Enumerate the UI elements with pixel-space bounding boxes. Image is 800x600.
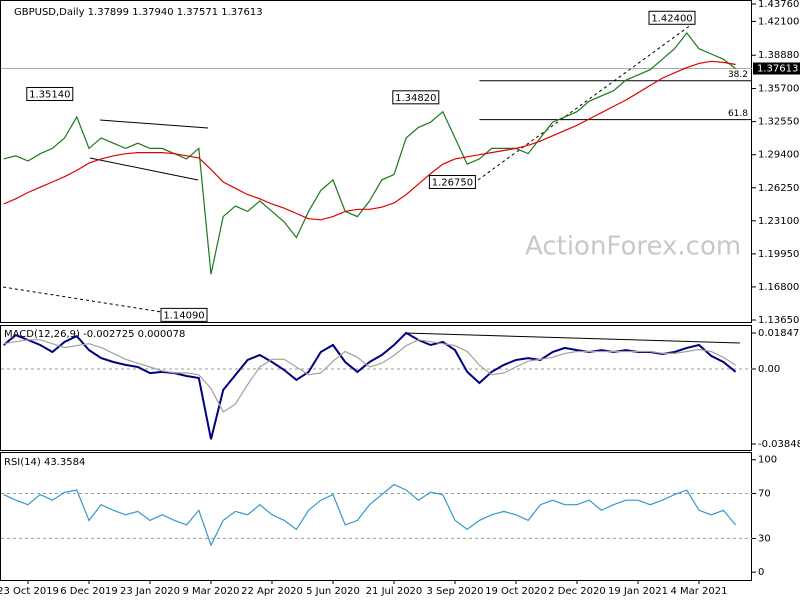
x-tick-label: 19 Oct 2020 bbox=[485, 586, 547, 597]
annotation-box bbox=[160, 307, 208, 322]
trendline bbox=[477, 21, 696, 181]
y-tick-label: 1.13650 bbox=[758, 315, 799, 326]
y-tick-label: 1.26250 bbox=[758, 183, 799, 194]
annotation-label: 1.34820 bbox=[395, 93, 436, 104]
x-tick-label: 22 Apr 2020 bbox=[241, 586, 303, 597]
last-price-label: 1.37613 bbox=[757, 64, 798, 75]
y-tick-label: 1.16800 bbox=[758, 282, 799, 293]
x-tick-label: 21 Jul 2020 bbox=[366, 586, 423, 597]
trendline bbox=[89, 157, 199, 181]
series-line bbox=[3, 339, 736, 413]
macd-title: MACD(12,26,9) -0.002725 0.000078 bbox=[4, 329, 185, 340]
trendline bbox=[404, 332, 741, 344]
fib-label: 61.8 bbox=[728, 109, 748, 119]
macd-panel bbox=[0, 325, 752, 451]
y-tick-label: 1.19950 bbox=[758, 249, 799, 260]
y-tick-label: 30 bbox=[758, 533, 771, 544]
annotation-box bbox=[648, 10, 696, 25]
y-tick-label: 1.29400 bbox=[758, 150, 799, 161]
chart-title: GBPUSD,Daily 1.37899 1.37940 1.37571 1.3… bbox=[14, 7, 263, 18]
y-tick-label: 1.23100 bbox=[758, 216, 799, 227]
annotation-label: 1.14090 bbox=[163, 310, 204, 321]
x-tick-label: 23 Jan 2020 bbox=[120, 586, 180, 597]
annotation-label: 1.42400 bbox=[651, 13, 692, 24]
y-tick-label: 1.35700 bbox=[758, 84, 799, 95]
x-tick-label: 9 Mar 2020 bbox=[182, 586, 239, 597]
trendline bbox=[99, 119, 209, 129]
annotation-label: 1.26750 bbox=[432, 178, 473, 189]
y-tick-label: 1.43760 bbox=[758, 0, 799, 10]
y-tick-label: 1.32550 bbox=[758, 117, 799, 128]
rsi-title: RSI(14) 43.3584 bbox=[4, 457, 85, 468]
y-tick-label: 1.38880 bbox=[758, 50, 799, 61]
y-tick-label: -0.038486 bbox=[758, 439, 800, 450]
price-panel bbox=[0, 0, 752, 323]
y-tick-label: 100 bbox=[758, 455, 777, 466]
y-tick-label: 0 bbox=[758, 567, 764, 578]
last-price-box bbox=[753, 62, 800, 75]
x-tick-label: 19 Jan 2021 bbox=[608, 586, 668, 597]
x-tick-label: 2 Dec 2020 bbox=[548, 586, 606, 597]
y-tick-label: 0.00 bbox=[758, 364, 780, 375]
x-tick-label: 6 Dec 2019 bbox=[60, 586, 118, 597]
watermark: ActionForex.com bbox=[525, 232, 741, 262]
x-tick-label: 5 Jun 2020 bbox=[306, 586, 360, 597]
annotation-box bbox=[428, 175, 476, 190]
series-line bbox=[3, 60, 736, 221]
annotation-box bbox=[26, 86, 74, 101]
annotation-box bbox=[392, 90, 440, 105]
rsi-panel bbox=[0, 452, 752, 581]
x-tick-label: 23 Oct 2019 bbox=[0, 586, 59, 597]
x-tick-label: 3 Sep 2020 bbox=[426, 586, 483, 597]
trendlines bbox=[2, 21, 741, 344]
x-tick-label: 4 Mar 2021 bbox=[670, 586, 727, 597]
y-tick-label: 1.42100 bbox=[758, 16, 799, 27]
series-line bbox=[3, 32, 736, 275]
annotation-label: 1.35140 bbox=[29, 89, 70, 100]
series-line bbox=[3, 483, 737, 547]
y-tick-label: 0.018471 bbox=[758, 328, 800, 339]
y-tick-label: 70 bbox=[758, 488, 771, 499]
fib-label: 38.2 bbox=[728, 70, 748, 80]
